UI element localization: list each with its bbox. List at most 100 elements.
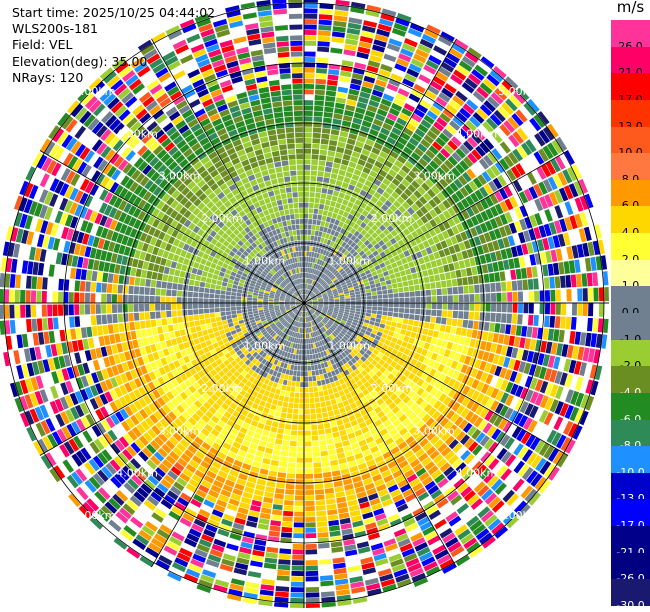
radar-gate — [304, 3, 318, 8]
radar-gate — [290, 365, 294, 370]
radar-gate — [297, 371, 301, 376]
radar-gate — [258, 303, 263, 305]
radar-gate — [304, 143, 311, 148]
radar-gate — [274, 602, 288, 608]
radar-gate — [334, 157, 342, 163]
radar-gate — [330, 531, 341, 537]
radar-gate — [296, 474, 304, 479]
radar-gate — [396, 323, 402, 329]
radar-gate — [304, 203, 309, 208]
radar-gate — [231, 303, 236, 306]
radar-gate — [458, 311, 463, 319]
radar-gate — [405, 303, 410, 308]
radar-gate — [492, 262, 498, 272]
radar-gate — [304, 350, 306, 355]
radar-gate — [338, 209, 344, 215]
radar-gate — [356, 306, 361, 309]
radar-gate — [292, 425, 298, 430]
radar-gate — [435, 324, 441, 331]
radar-gate — [288, 457, 296, 462]
radar-gate — [308, 376, 312, 381]
radar-gate — [291, 571, 304, 576]
radar-gate — [393, 312, 398, 317]
radar-gate — [350, 295, 355, 298]
radar-gate — [383, 307, 388, 311]
radar-gate — [410, 267, 416, 273]
radar-gate — [313, 133, 321, 138]
radar-gate — [403, 281, 409, 287]
radar-gate — [313, 127, 321, 132]
radar-gate — [261, 508, 271, 515]
radar-gate — [211, 338, 217, 344]
radar-gate — [329, 179, 336, 185]
radar-gate — [331, 541, 343, 547]
radar-gate — [336, 147, 344, 153]
radar-gate — [174, 330, 180, 337]
radar-gate — [319, 435, 326, 441]
radar-gate — [194, 338, 200, 345]
radar-gate — [410, 309, 415, 314]
radar-gate — [330, 421, 337, 427]
radar-gate — [304, 192, 309, 197]
radar-gate — [325, 200, 331, 206]
radar-gate — [265, 448, 273, 454]
radar-gate — [237, 310, 242, 314]
radar-gate — [588, 303, 593, 316]
radar-gate — [327, 444, 335, 450]
radar-gate — [266, 442, 274, 448]
radar-gate — [273, 449, 281, 455]
radar-gate — [311, 160, 318, 165]
radar-gate — [523, 315, 529, 326]
radar-gate — [565, 275, 571, 288]
radar-gate — [442, 310, 447, 317]
radar-gate — [391, 337, 397, 343]
radar-gate — [295, 485, 304, 490]
radar-gate — [115, 333, 121, 343]
radar-gate — [317, 57, 329, 63]
radar-gate — [169, 332, 175, 339]
radar-gate — [340, 305, 345, 307]
radar-gate — [315, 193, 321, 199]
radar-gate — [299, 350, 302, 355]
radar-gate — [421, 297, 426, 303]
radar-gate — [505, 270, 511, 280]
radar-gate — [290, 436, 297, 441]
radar-gate — [305, 485, 314, 490]
radar-gate — [226, 315, 231, 319]
radar-gate — [410, 297, 415, 302]
radar-gate — [287, 381, 292, 386]
radar-gate — [285, 489, 294, 495]
radar-gate — [15, 320, 21, 334]
radar-gate — [304, 0, 318, 3]
radar-gate — [119, 323, 125, 332]
radar-gate — [304, 176, 310, 181]
radar-gate — [306, 571, 319, 576]
radar-gate — [403, 319, 409, 325]
radar-gate — [398, 287, 403, 292]
radar-gate — [277, 575, 290, 581]
radar-gate — [305, 425, 311, 430]
radar-gate — [328, 515, 339, 521]
radar-gate — [387, 316, 393, 321]
radar-gate — [313, 214, 318, 219]
radar-gate — [393, 267, 399, 273]
radar-gate — [330, 53, 342, 59]
radar-gate — [449, 334, 455, 342]
radar-gate — [506, 314, 512, 324]
radar-gate — [81, 327, 87, 338]
radar-gate — [278, 559, 290, 565]
radar-gate — [310, 355, 313, 360]
radar-gate — [389, 303, 394, 307]
radar-gate — [328, 520, 339, 526]
radar-gate — [304, 208, 308, 213]
radar-gate — [337, 142, 345, 149]
radar-gate — [293, 533, 304, 538]
radar-gate — [532, 266, 538, 277]
radar-gate — [458, 286, 463, 294]
radar-gate — [542, 265, 548, 277]
radar-gate — [271, 460, 279, 466]
radar-gate — [335, 491, 345, 497]
radar-gate — [304, 8, 318, 13]
radar-gate — [505, 324, 511, 334]
